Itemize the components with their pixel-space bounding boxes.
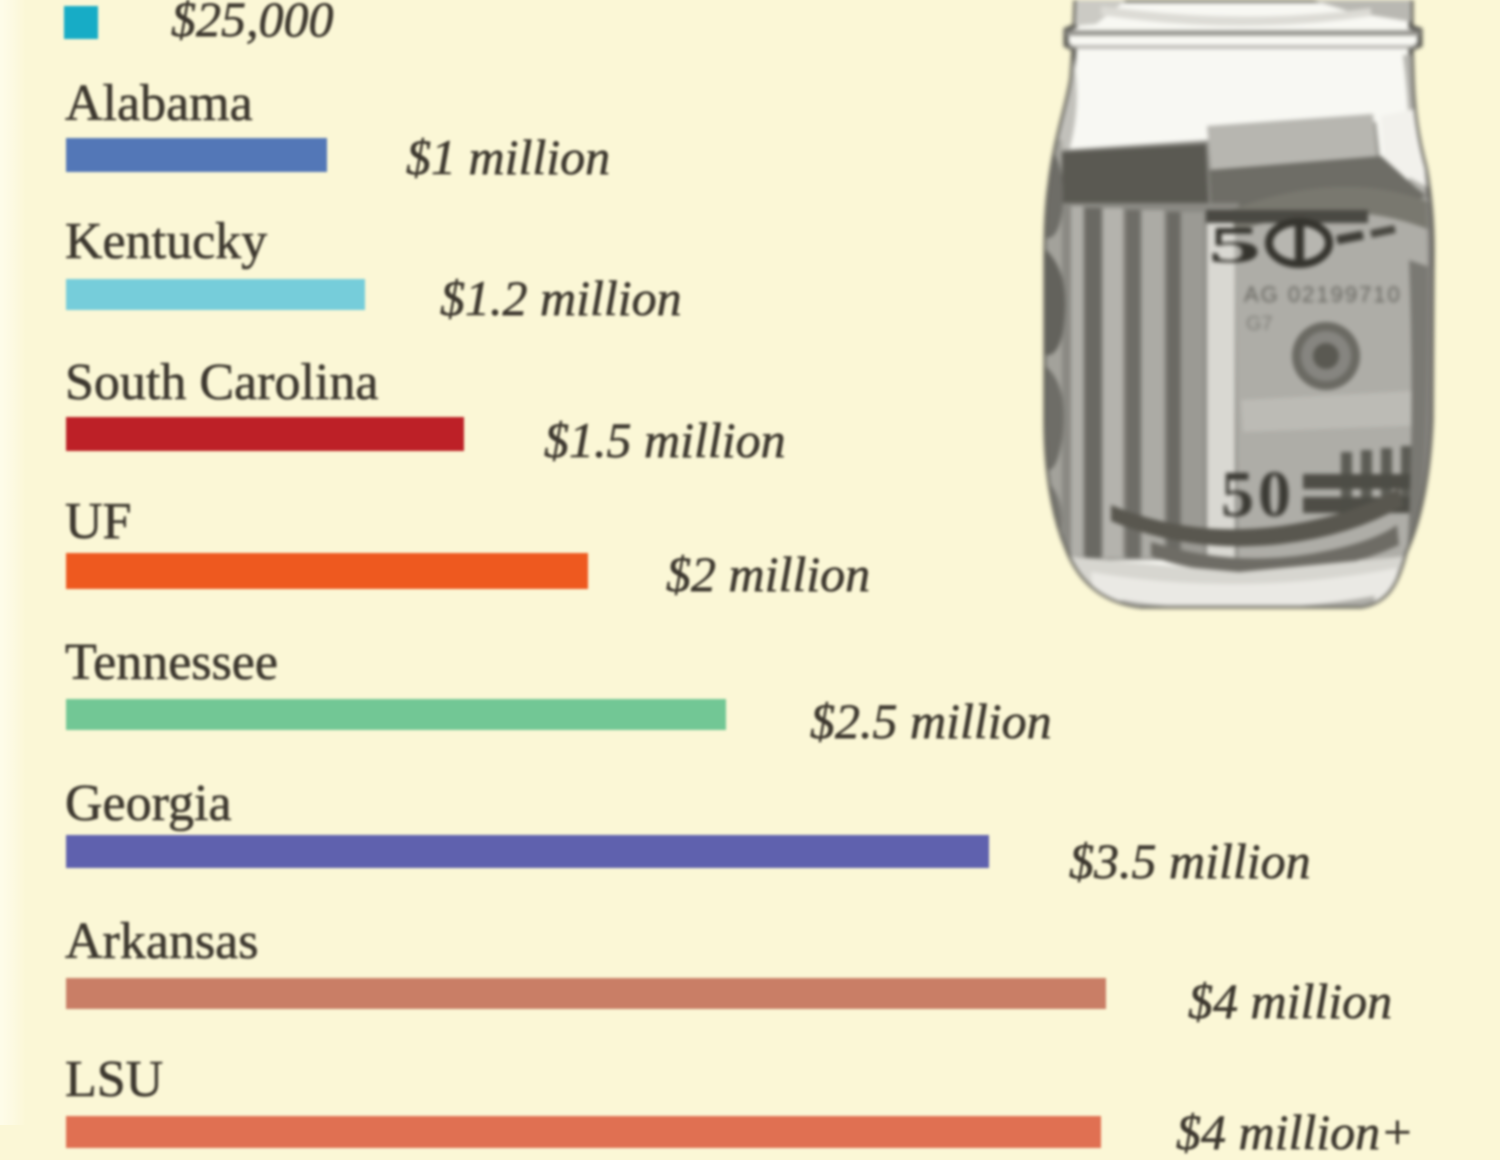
svg-text:5: 5 <box>1208 216 1261 274</box>
svg-text:G7: G7 <box>1246 313 1273 335</box>
svg-text:50: 50 <box>1221 458 1295 531</box>
svg-text:AG 02199710: AG 02199710 <box>1244 282 1402 307</box>
